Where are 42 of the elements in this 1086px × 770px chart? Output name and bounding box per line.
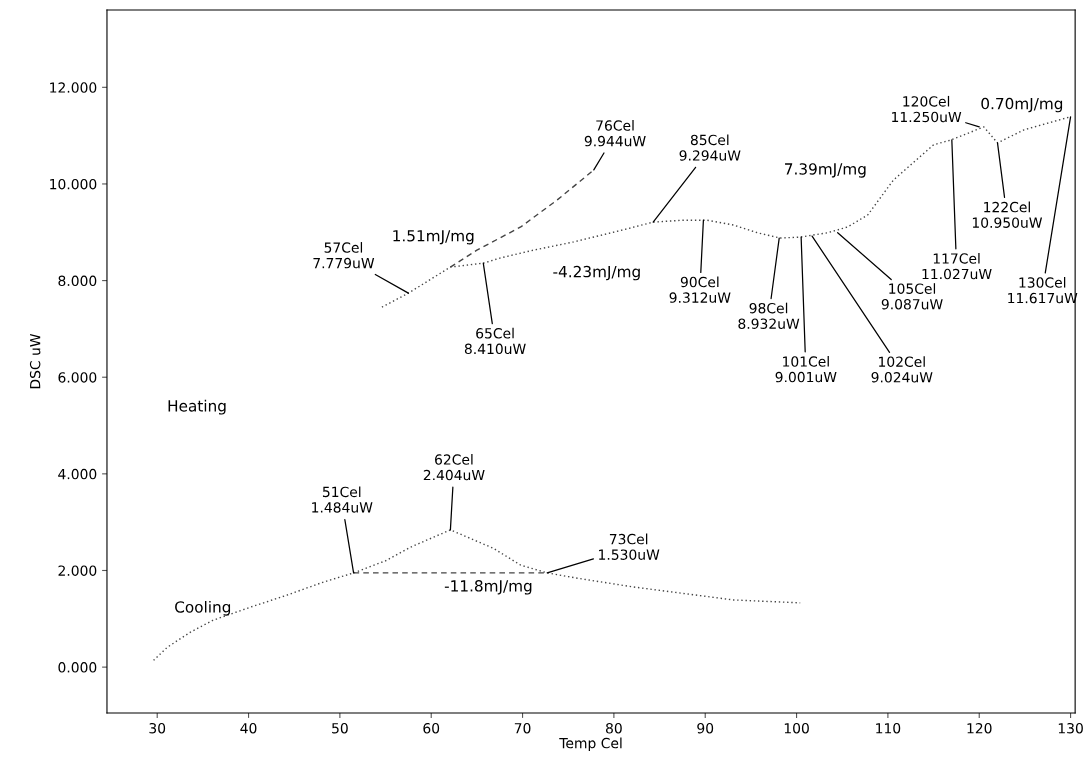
y-tick-label: 2.000	[58, 565, 97, 576]
annotation: 101Cel 9.001uW	[775, 356, 837, 383]
y-tick-label: 6.000	[58, 372, 97, 383]
x-tick-label: 50	[332, 722, 348, 734]
annotation: 73Cel 1.530uW	[599, 533, 660, 560]
annotation: Cooling	[175, 600, 231, 616]
annotation: 117Cel 11.027uW	[922, 252, 992, 280]
y-tick-label: 8.000	[58, 275, 97, 287]
x-tick-label: 60	[423, 722, 440, 734]
annotation: 65Cel 8.410uW	[464, 327, 526, 355]
y-axis-title: DSC uW	[29, 333, 41, 389]
annotation: 85Cel 9.294uW	[679, 134, 741, 161]
annotation: 62Cel 2.404uW	[423, 454, 485, 481]
annotation: -4.23mJ/mg	[553, 265, 640, 281]
x-tick-label: 70	[514, 722, 531, 734]
annotation: 51Cel 1.484uW	[312, 486, 373, 513]
y-tick-label: 12.000	[50, 82, 97, 93]
annotation: 122Cel 10.950uW	[972, 201, 1043, 228]
y-tick-label: 0.000	[58, 662, 97, 673]
annotation: 1.51mJ/mg	[393, 230, 474, 245]
annotation: -11.8mJ/mg	[444, 580, 532, 595]
x-tick-label: 130	[1058, 722, 1083, 734]
x-tick-label: 30	[149, 722, 166, 734]
x-tick-label: 120	[967, 722, 992, 734]
annotation: 102Cel 9.024uW	[871, 356, 933, 383]
annotation: 57Cel 7.779uW	[313, 242, 375, 269]
y-tick-label: 10.000	[50, 178, 97, 190]
annotation: 90Cel 9.312uW	[669, 276, 731, 303]
annotation: 120Cel 11.250uW	[892, 95, 962, 123]
x-tick-label: 100	[784, 722, 809, 734]
annotation: 7.39mJ/mg	[785, 163, 866, 178]
y-tick-label: 4.000	[58, 468, 97, 480]
x-tick-label: 110	[876, 722, 901, 734]
x-axis-title: Temp Cel	[559, 737, 622, 752]
annotation: 76Cel 9.944uW	[584, 120, 646, 147]
annotation: Heating	[168, 399, 226, 415]
annotation: 98Cel 8.932uW	[738, 302, 800, 329]
annotation: 105Cel 9.087uW	[881, 283, 943, 310]
x-tick-label: 80	[605, 722, 622, 734]
annotation: 0.70mJ/mg	[981, 97, 1063, 113]
x-tick-label: 90	[697, 722, 714, 734]
x-tick-label: 40	[240, 722, 257, 734]
